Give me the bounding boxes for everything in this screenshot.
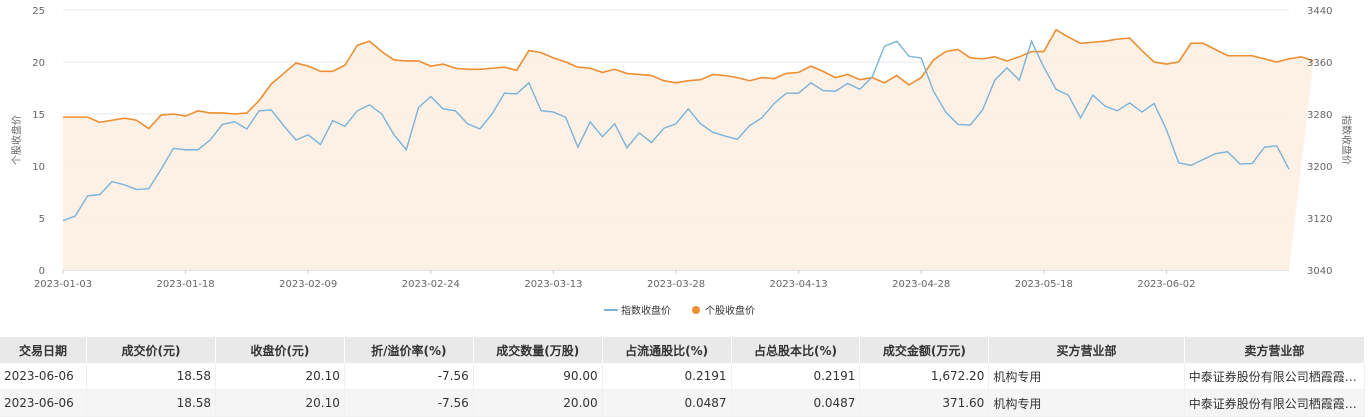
header-seller[interactable]: 卖方营业部 [1184, 337, 1366, 363]
x-tick-label: 2023-03-28 [647, 279, 705, 290]
y-left-tick-label: 15 [32, 110, 45, 121]
cell-total-ratio: 0.0487 [731, 389, 861, 417]
y-left-tick-label: 0 [39, 266, 45, 277]
cell-amount: 1,672.20 [859, 363, 990, 390]
legend-item-index[interactable]: 指数收盘价 [604, 304, 671, 317]
cell-seller: 中泰证券股份有限公司栖霞霞光... [1184, 363, 1366, 390]
legend-item-stock[interactable]: 个股收盘价 [692, 304, 755, 317]
line-chart: 0 5 10 15 20 25 3040 3120 3200 3280 3360 3440 2023-0… [10, 6, 1353, 317]
y-left-tick-label: 10 [32, 162, 45, 173]
chart-area: 0 5 10 15 20 25 3040 3120 3200 3280 3360 3440 2023-0… [10, 6, 1353, 317]
y-right-tick-label: 3200 [1307, 162, 1332, 173]
header-premium-rate[interactable]: 折/溢价率(%) [344, 337, 474, 363]
y-left-tick-label: 20 [32, 58, 45, 69]
legend-label-index: 指数收盘价 [621, 304, 671, 317]
y-right-tick-label: 3360 [1307, 58, 1332, 69]
cell-buyer: 机构专用 [988, 389, 1185, 417]
x-tick-label: 2023-03-13 [524, 279, 582, 290]
cell-buyer: 机构专用 [988, 363, 1185, 390]
table-row[interactable]: 2023-06-06 18.58 20.10 -7.56 90.00 0.219… [0, 363, 1366, 390]
cell-volume: 90.00 [473, 363, 603, 390]
area-layer [63, 29, 1314, 271]
x-tick-label: 2023-01-18 [157, 279, 215, 290]
y-left-axis-title: 个股收盘价 [10, 115, 23, 165]
x-tick-label: 2023-02-24 [402, 279, 460, 290]
y-left-tick-label: 25 [32, 6, 45, 17]
cell-seller: 中泰证券股份有限公司栖霞霞光... [1184, 389, 1366, 417]
line-layer [62, 28, 1314, 222]
legend[interactable]: 指数收盘价 个股收盘价 [604, 304, 755, 317]
y-right-tick-label: 3040 [1307, 266, 1332, 277]
cell-amount: 371.60 [859, 389, 990, 417]
cell-float-ratio: 0.0487 [602, 389, 732, 417]
header-trade-price[interactable]: 成交价(元) [86, 337, 216, 363]
x-tick-label: 2023-04-28 [892, 279, 950, 290]
stock-close-line[interactable] [63, 28, 1314, 130]
y-right-tick-label: 3120 [1307, 214, 1332, 225]
index-close-line[interactable] [62, 39, 1290, 222]
cell-trade-date: 2023-06-06 [0, 363, 88, 390]
header-total-ratio[interactable]: 占总股本比(%) [731, 337, 861, 363]
stock-close-area [63, 29, 1314, 271]
x-tick-label: 2023-01-03 [34, 279, 92, 290]
table-header-row: 交易日期 成交价(元) 收盘价(元) 折/溢价率(%) 成交数量(万股) 占流通… [0, 337, 1366, 363]
cell-float-ratio: 0.2191 [602, 363, 732, 390]
cell-trade-date: 2023-06-06 [0, 389, 88, 417]
x-tick-label: 2023-06-02 [1137, 279, 1195, 290]
cell-premium-rate: -7.56 [344, 389, 474, 417]
axis-layer: 0 5 10 15 20 25 3040 3120 3200 3280 3360 3440 2023-0… [32, 6, 1332, 290]
header-amount[interactable]: 成交金额(万元) [859, 337, 990, 363]
header-buyer[interactable]: 买方营业部 [988, 337, 1185, 363]
y-left-tick-label: 5 [39, 214, 45, 225]
y-right-tick-label: 3440 [1307, 6, 1332, 17]
x-tick-label: 2023-04-13 [770, 279, 828, 290]
block-trade-table: 交易日期 成交价(元) 收盘价(元) 折/溢价率(%) 成交数量(万股) 占流通… [0, 337, 1366, 417]
x-tick-label: 2023-05-18 [1015, 279, 1073, 290]
table-row[interactable]: 2023-06-06 18.58 20.10 -7.56 20.00 0.048… [0, 389, 1366, 417]
cell-close-price: 20.10 [215, 363, 345, 390]
cell-trade-price: 18.58 [86, 363, 216, 390]
header-close-price[interactable]: 收盘价(元) [215, 337, 345, 363]
y-right-axis-title: 指数收盘价 [1340, 115, 1353, 165]
y-right-tick-label: 3280 [1307, 110, 1332, 121]
cell-close-price: 20.10 [215, 389, 345, 417]
header-trade-date[interactable]: 交易日期 [0, 337, 88, 363]
cell-premium-rate: -7.56 [344, 363, 474, 390]
header-float-ratio[interactable]: 占流通股比(%) [602, 337, 732, 363]
legend-label-stock: 个股收盘价 [705, 304, 755, 317]
cell-trade-price: 18.58 [86, 389, 216, 417]
x-tick-label: 2023-02-09 [279, 279, 337, 290]
cell-total-ratio: 0.2191 [731, 363, 861, 390]
cell-volume: 20.00 [473, 389, 603, 417]
header-volume[interactable]: 成交数量(万股) [473, 337, 603, 363]
